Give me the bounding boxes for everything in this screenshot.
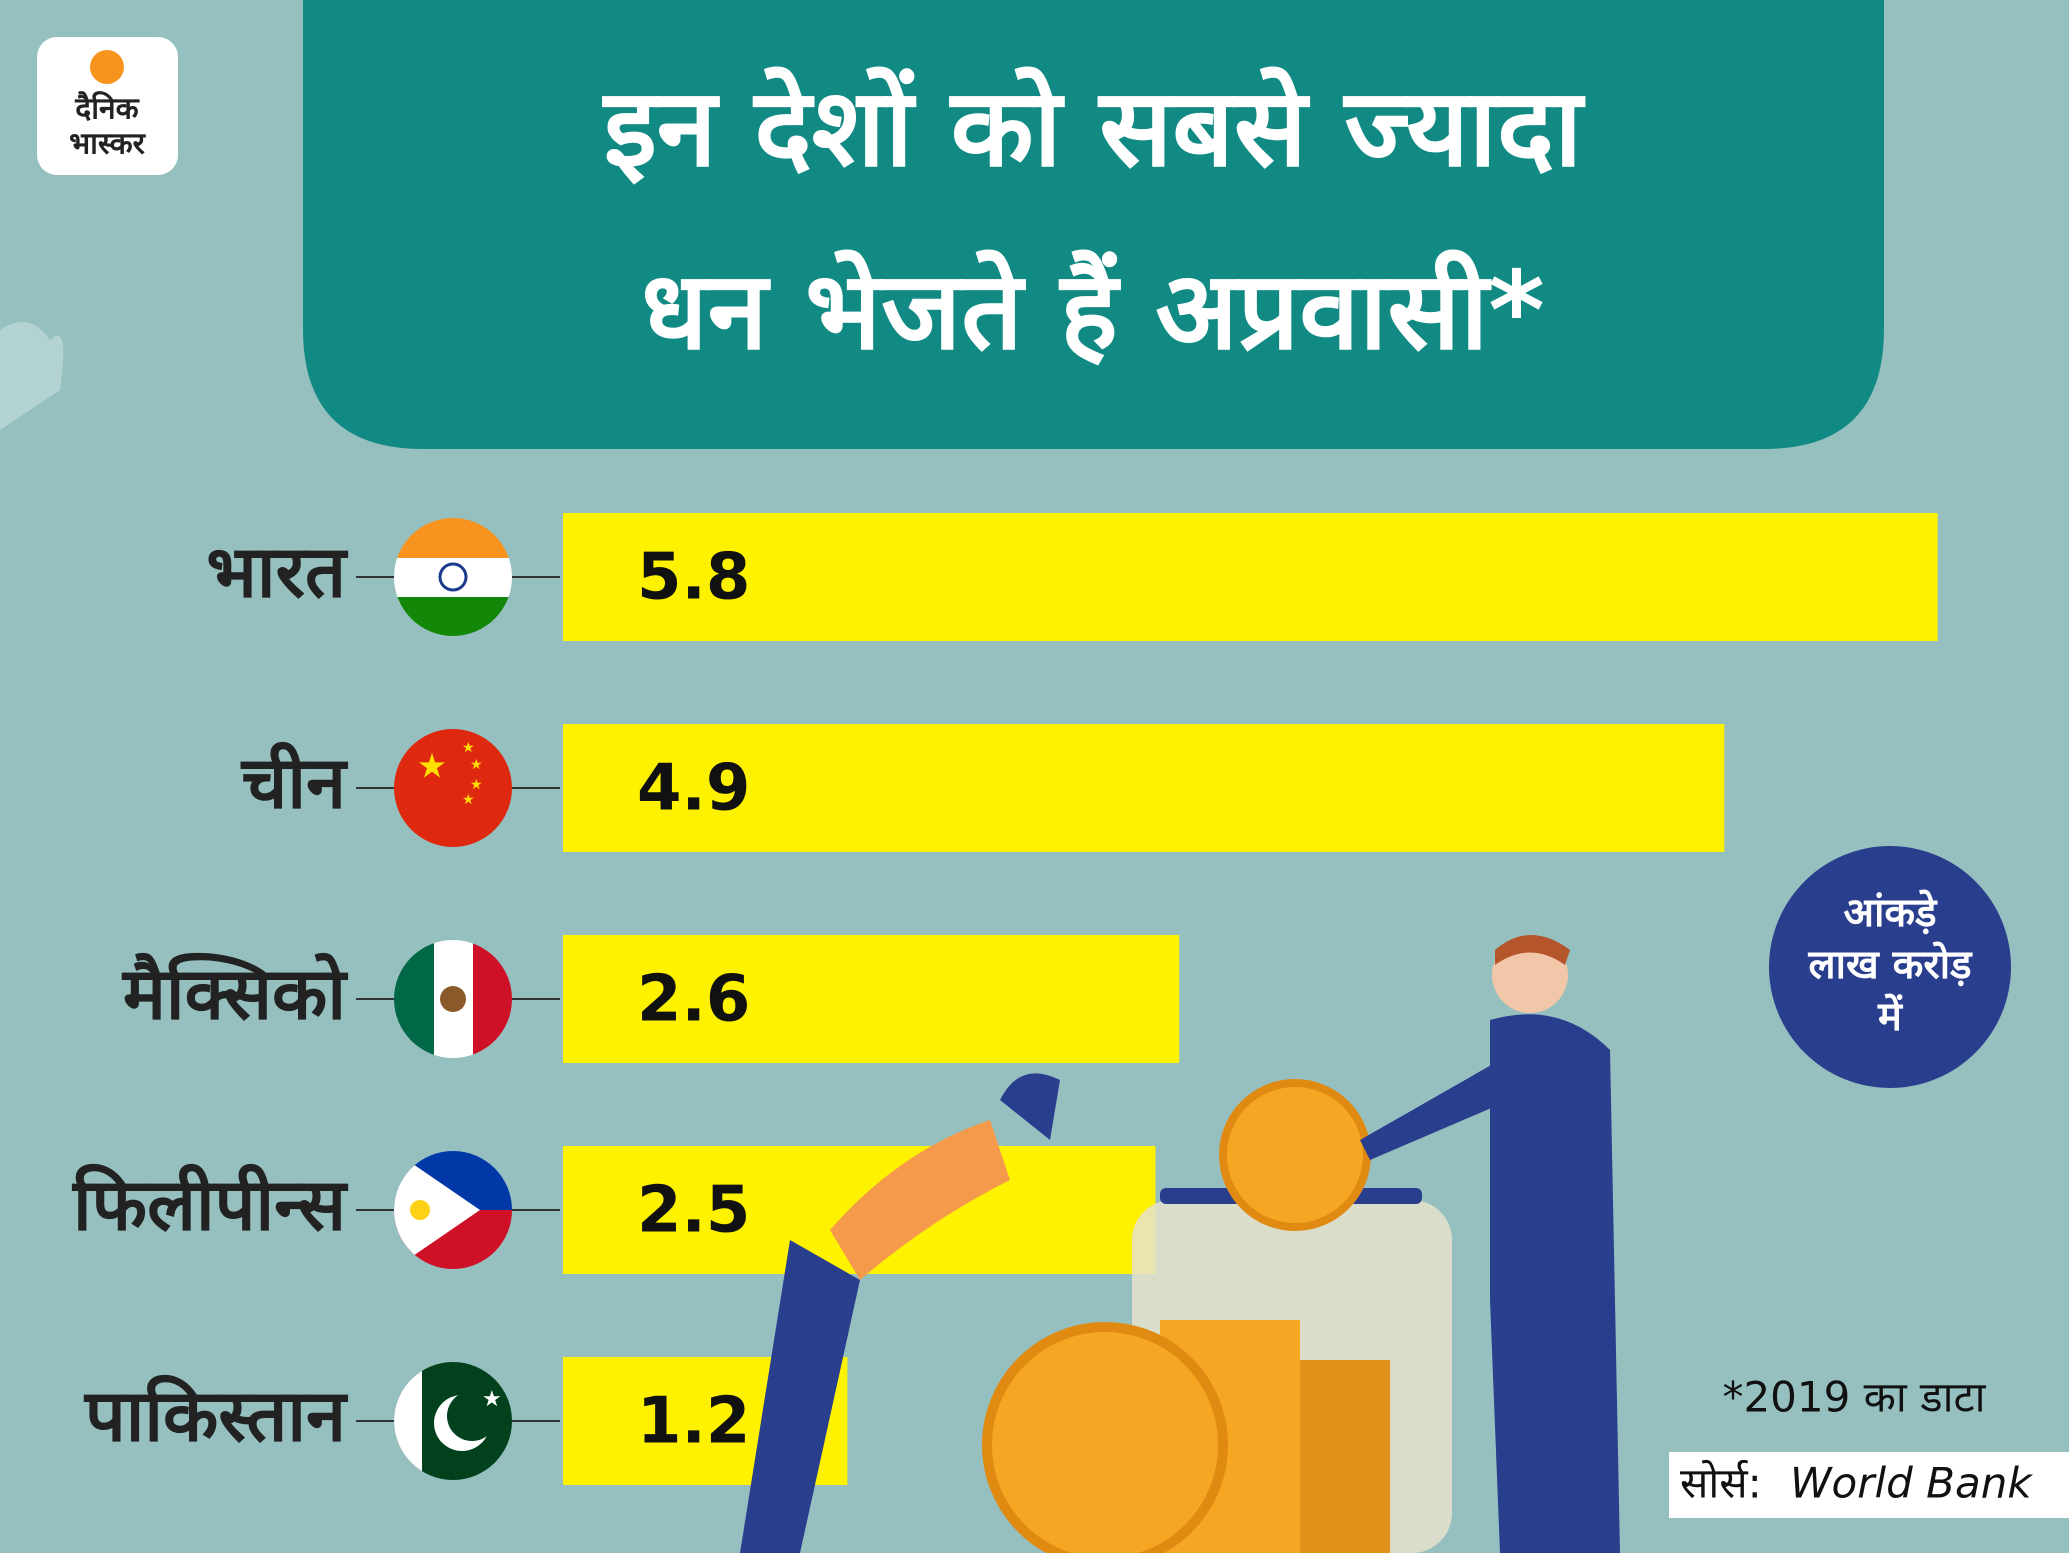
title-panel xyxy=(303,0,1884,449)
value-label: 1.2 xyxy=(637,1385,750,1459)
unit-note: आंकड़े xyxy=(1844,889,1939,936)
svg-text:★: ★ xyxy=(417,747,447,787)
bar xyxy=(563,724,1725,852)
flag-pakistan: ★ xyxy=(394,1362,512,1480)
value-label: 2.6 xyxy=(637,963,750,1037)
value-label: 4.9 xyxy=(637,752,750,826)
value-label: 2.5 xyxy=(637,1174,750,1248)
title-line: इन देशों को सबसे ज्यादा xyxy=(602,66,1586,191)
category-label: फिलीपीन्स xyxy=(71,1163,348,1247)
svg-text:★: ★ xyxy=(482,1387,502,1412)
category-label: मैक्सिको xyxy=(121,952,348,1036)
footnote: *2019 का डाटा xyxy=(1722,1373,1986,1422)
logo-box xyxy=(37,37,178,175)
flag-china: ★ ★★ ★★ xyxy=(394,729,512,847)
unit-badge xyxy=(1769,846,2011,1088)
bar xyxy=(563,935,1180,1063)
svg-text:★: ★ xyxy=(462,740,475,756)
flag-philippines xyxy=(394,1151,512,1269)
svg-text:★: ★ xyxy=(470,757,483,773)
value-label: 5.8 xyxy=(637,541,750,615)
rows: भारत 5.8 चीन 4.9 मैक्सिको 2.6 फिलीपीन्स 2.5 पाकि… xyxy=(71,513,1938,1485)
svg-text:★: ★ xyxy=(470,777,483,793)
source-label: सोर्स: xyxy=(1680,1459,1762,1508)
unit-note: लाख करोड़ xyxy=(1808,941,1974,988)
svg-text:★: ★ xyxy=(462,792,475,808)
flag-mexico xyxy=(394,940,512,1058)
source-box xyxy=(1669,1452,2069,1518)
category-label: भारत xyxy=(206,530,349,614)
unit-note: में xyxy=(1877,993,1904,1040)
logo-text: दैनिक xyxy=(74,91,139,127)
logo-sun xyxy=(90,50,124,84)
cloud xyxy=(0,322,64,430)
category-label: चीन xyxy=(240,741,349,825)
logo-text: भास्कर xyxy=(69,127,147,162)
source: World Bank xyxy=(1790,1459,2033,1508)
title-line: धन भेजते हैं अप्रवासी* xyxy=(641,249,1545,374)
bar xyxy=(563,513,1938,641)
flag-india xyxy=(394,518,512,636)
illustration xyxy=(740,935,1620,1553)
category-label: पाकिस्तान xyxy=(83,1374,349,1458)
